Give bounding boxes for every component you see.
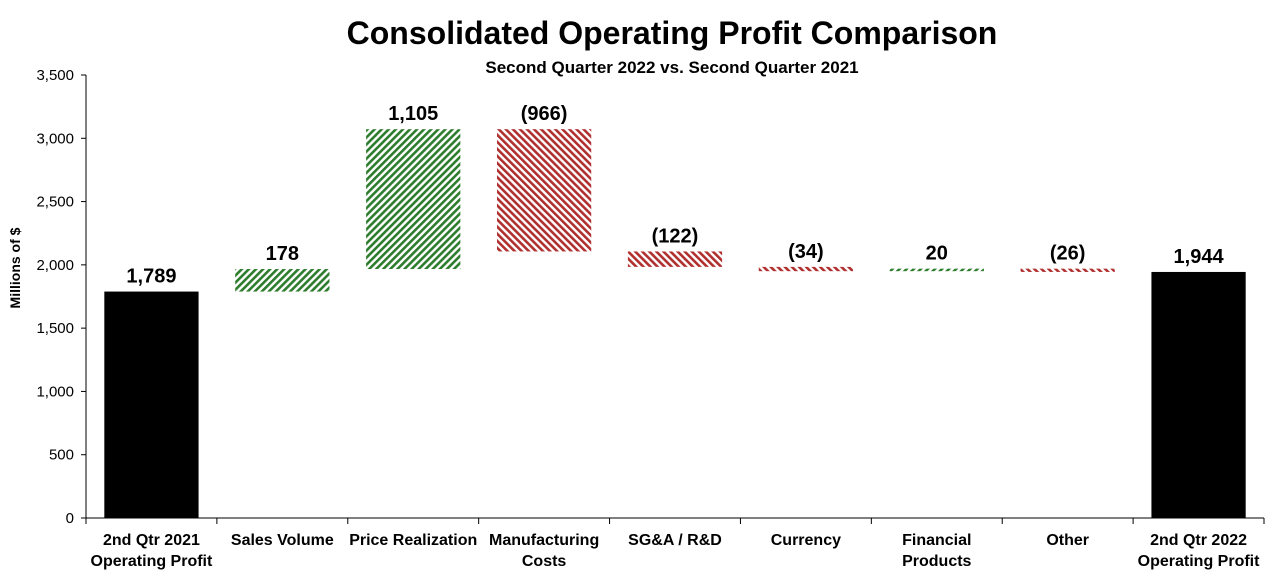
data-label: 1,944 [1174,246,1225,268]
decrease-bar [758,266,854,272]
category-label-line: 2nd Qtr 2022 [1150,532,1247,549]
category-label: SG&A / R&D [628,532,722,549]
labels: 1,789 2nd Qtr 2021 Operating Profit 178 Sale… [91,103,1261,570]
y-tick-label: 2,500 [36,194,74,211]
decrease-bar [1020,268,1115,272]
increase-bar [235,269,330,292]
total-bar [104,291,199,518]
category-label: Other [1046,532,1089,549]
total-bar [1151,271,1246,518]
chart-title: Consolidated Operating Profit Comparison [347,15,998,51]
y-tick-label: 2,000 [36,257,74,274]
data-label: (122) [652,225,699,247]
category-label-line: Costs [522,553,567,570]
y-tick-label: 1,500 [36,320,74,337]
category-label: Currency [771,532,841,549]
category-label-line: 2nd Qtr 2021 [103,532,200,549]
category-label-line: Operating Profit [1138,553,1260,570]
category-label-line: Other [1046,532,1089,549]
category-label: Price Realization [349,532,477,549]
category-label: 2nd Qtr 2021 Operating Profit [91,532,213,570]
data-label: 1,789 [126,266,176,288]
category-label-line: Currency [771,532,841,549]
y-tick-label: 1,000 [36,383,74,400]
category-label-line: Products [902,553,971,570]
axes: 0 500 1,000 1,500 2,000 2,500 3,000 3,500 [36,67,1265,527]
category-label-line: Manufacturing [489,532,599,549]
y-tick-label: 0 [66,510,74,527]
category-label: Financial Products [902,532,971,570]
category-label: Manufacturing Costs [489,532,599,570]
increase-bar [366,129,461,270]
data-label: 20 [926,243,948,265]
category-label-line: Operating Profit [91,553,213,570]
data-label: 1,105 [388,103,438,125]
y-tick-label: 500 [49,447,74,464]
category-label-line: Financial [902,532,971,549]
y-tick-label: 3,500 [36,67,74,84]
category-label: 2nd Qtr 2022 Operating Profit [1138,532,1260,570]
data-label: (34) [788,241,824,263]
data-label: 178 [266,243,299,265]
category-label-line: SG&A / R&D [628,532,722,549]
bars [104,129,1246,518]
y-axis-label: Millions of $ [7,227,23,308]
data-label: (26) [1050,243,1086,265]
category-label-line: Sales Volume [231,532,334,549]
decrease-bar [496,129,592,252]
y-tick-label: 3,000 [36,130,74,147]
chart-subtitle: Second Quarter 2022 vs. Second Quarter 2… [485,58,858,77]
category-label: Sales Volume [231,532,334,549]
decrease-bar [627,251,723,267]
category-label-line: Price Realization [349,532,477,549]
increase-bar [889,268,984,272]
data-label: (966) [521,103,568,125]
